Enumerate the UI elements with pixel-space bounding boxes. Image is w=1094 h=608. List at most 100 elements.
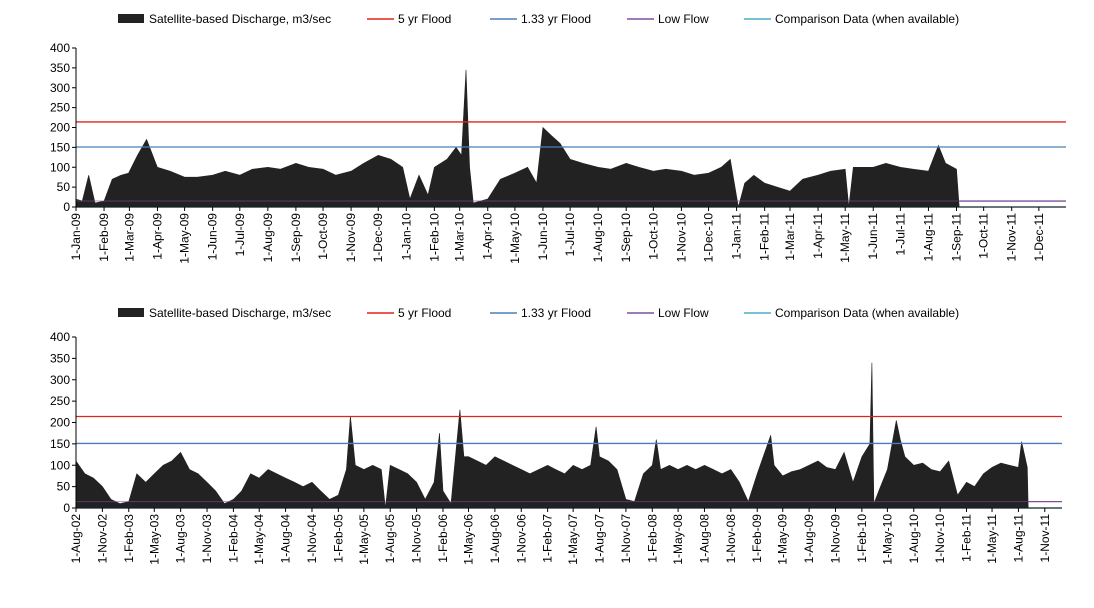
y-axis: 0 50 100 150 200 250 300 350 400 bbox=[50, 330, 76, 515]
legend-label: Low Flow bbox=[658, 12, 709, 26]
x-tick-label: 1-Aug-10 bbox=[907, 514, 921, 564]
legend-item-lowflow: Low Flow bbox=[627, 306, 709, 320]
x-tick-label: 1-Jul-09 bbox=[233, 213, 247, 257]
y-tick-label: 350 bbox=[50, 61, 70, 75]
x-tick-label: 1-Nov-10 bbox=[933, 514, 947, 564]
x-tick-label: 1-Apr-09 bbox=[150, 213, 164, 260]
legend: Satellite-based Discharge, m3/sec 5 yr Fl… bbox=[118, 12, 959, 26]
x-tick-label: 1-Feb-10 bbox=[427, 213, 441, 262]
x-tick-label: 1-Mar-10 bbox=[453, 213, 467, 262]
y-tick-label: 100 bbox=[50, 458, 70, 472]
x-tick-label: 1-Aug-11 bbox=[921, 213, 935, 262]
legend-label: 5 yr Flood bbox=[398, 306, 451, 320]
x-tick-label: 1-May-10 bbox=[880, 514, 894, 565]
x-tick-label: 1-Aug-06 bbox=[488, 514, 502, 564]
legend-label: Low Flow bbox=[658, 306, 709, 320]
x-tick-label: 1-Nov-09 bbox=[344, 213, 358, 263]
x-tick-label: 1-Feb-11 bbox=[758, 213, 772, 261]
x-tick-label: 1-May-08 bbox=[671, 514, 685, 565]
x-tick-label: 1-Oct-11 bbox=[977, 213, 991, 259]
x-tick-label: 1-Dec-09 bbox=[371, 213, 385, 263]
y-tick-label: 300 bbox=[50, 81, 70, 95]
legend: Satellite-based Discharge, m3/sec 5 yr Fl… bbox=[118, 306, 959, 320]
y-tick-label: 300 bbox=[50, 373, 70, 387]
y-axis: 0 50 100 150 200 250 300 350 400 bbox=[50, 41, 76, 214]
x-tick-label: 1-Aug-09 bbox=[261, 213, 275, 263]
y-tick-label: 150 bbox=[50, 437, 70, 451]
y-tick-label: 250 bbox=[50, 394, 70, 408]
x-tick-label: 1-Nov-05 bbox=[410, 514, 424, 564]
legend-swatch bbox=[118, 308, 144, 317]
y-tick-label: 0 bbox=[63, 200, 70, 214]
x-tick-label: 1-Nov-09 bbox=[828, 514, 842, 564]
y-tick-label: 200 bbox=[50, 121, 70, 135]
x-tick-label: 1-Feb-03 bbox=[122, 514, 136, 563]
legend-item-flood133: 1.33 yr Flood bbox=[490, 12, 591, 26]
legend-label: Satellite-based Discharge, m3/sec bbox=[149, 12, 331, 26]
x-tick-label: 1-May-04 bbox=[252, 514, 266, 565]
series-area-discharge bbox=[75, 69, 960, 208]
x-tick-label: 1-May-03 bbox=[147, 514, 161, 565]
x-tick-label: 1-Nov-11 bbox=[1038, 514, 1052, 563]
y-tick-label: 50 bbox=[57, 180, 71, 194]
x-tick-label: 1-Dec-11 bbox=[1032, 213, 1046, 262]
x-tick-label: 1-Nov-06 bbox=[514, 514, 528, 564]
y-tick-label: 400 bbox=[50, 41, 70, 55]
x-tick-label: 1-Nov-08 bbox=[724, 514, 738, 564]
series-area-discharge bbox=[75, 362, 1029, 509]
x-tick-label: 1-Jul-10 bbox=[563, 213, 577, 257]
x-tick-label: 1-Aug-04 bbox=[279, 514, 293, 564]
legend-swatch bbox=[118, 14, 144, 23]
y-tick-label: 50 bbox=[57, 480, 71, 494]
x-tick-label: 1-Feb-07 bbox=[541, 514, 555, 563]
x-tick-label: 1-May-11 bbox=[985, 514, 999, 564]
y-tick-label: 400 bbox=[50, 330, 70, 344]
x-tick-label: 1-Apr-11 bbox=[811, 213, 825, 259]
x-tick-label: 1-Feb-06 bbox=[436, 514, 450, 563]
x-tick-label: 1-Jun-11 bbox=[866, 213, 880, 260]
legend-item-discharge: Satellite-based Discharge, m3/sec bbox=[118, 306, 331, 320]
x-axis: 1-Aug-02 1-Nov-02 1-Feb-03 1-May-03 1-Aug-03… bbox=[69, 508, 1052, 565]
chart-svg: Satellite-based Discharge, m3/sec 5 yr Fl… bbox=[50, 306, 1062, 565]
x-tick-label: 1-Nov-10 bbox=[674, 213, 688, 263]
x-tick-label: 1-Dec-10 bbox=[702, 213, 716, 263]
legend-label: Satellite-based Discharge, m3/sec bbox=[149, 306, 331, 320]
x-tick-label: 1-Aug-02 bbox=[69, 514, 83, 564]
x-tick-label: 1-Sep-09 bbox=[289, 213, 303, 263]
legend-item-flood5: 5 yr Flood bbox=[367, 306, 451, 320]
x-tick-label: 1-Feb-09 bbox=[97, 213, 111, 262]
legend-item-lowflow: Low Flow bbox=[627, 12, 709, 26]
legend-item-comparison: Comparison Data (when available) bbox=[744, 306, 959, 320]
x-tick-label: 1-Sep-10 bbox=[619, 213, 633, 263]
x-tick-label: 1-Aug-07 bbox=[593, 514, 607, 564]
x-tick-label: 1-Mar-11 bbox=[783, 213, 797, 261]
x-tick-label: 1-Feb-09 bbox=[750, 514, 764, 563]
x-tick-label: 1-Nov-02 bbox=[95, 514, 109, 564]
y-tick-label: 250 bbox=[50, 101, 70, 115]
y-tick-label: 350 bbox=[50, 351, 70, 365]
x-axis: 1-Jan-09 1-Feb-09 1-Mar-09 1-Apr-09 1-May-09… bbox=[69, 207, 1046, 264]
y-tick-label: 150 bbox=[50, 140, 70, 154]
legend-item-comparison: Comparison Data (when available) bbox=[744, 12, 959, 26]
x-tick-label: 1-May-11 bbox=[838, 213, 852, 263]
x-tick-label: 1-Feb-11 bbox=[960, 514, 974, 562]
y-tick-label: 0 bbox=[63, 501, 70, 515]
discharge-chart-2002-2011: Satellite-based Discharge, m3/sec 5 yr Fl… bbox=[0, 302, 1094, 604]
x-tick-label: 1-Nov-11 bbox=[1005, 213, 1019, 262]
x-tick-label: 1-May-09 bbox=[776, 514, 790, 565]
x-tick-label: 1-Jan-09 bbox=[69, 213, 83, 261]
legend-label: 1.33 yr Flood bbox=[521, 12, 591, 26]
x-tick-label: 1-May-07 bbox=[566, 514, 580, 565]
x-tick-label: 1-Aug-11 bbox=[1011, 514, 1025, 563]
y-tick-label: 100 bbox=[50, 160, 70, 174]
x-tick-label: 1-Aug-05 bbox=[383, 514, 397, 564]
x-tick-label: 1-Jan-10 bbox=[399, 213, 413, 261]
x-tick-label: 1-May-10 bbox=[508, 213, 522, 264]
chart-svg: Satellite-based Discharge, m3/sec 5 yr Fl… bbox=[50, 12, 1066, 264]
x-tick-label: 1-Apr-10 bbox=[481, 213, 495, 260]
x-tick-label: 1-Sep-11 bbox=[950, 213, 964, 262]
x-tick-label: 1-Oct-09 bbox=[316, 213, 330, 260]
x-tick-label: 1-Feb-05 bbox=[331, 514, 345, 563]
x-tick-label: 1-Feb-04 bbox=[226, 514, 240, 563]
x-tick-label: 1-Feb-08 bbox=[645, 514, 659, 563]
